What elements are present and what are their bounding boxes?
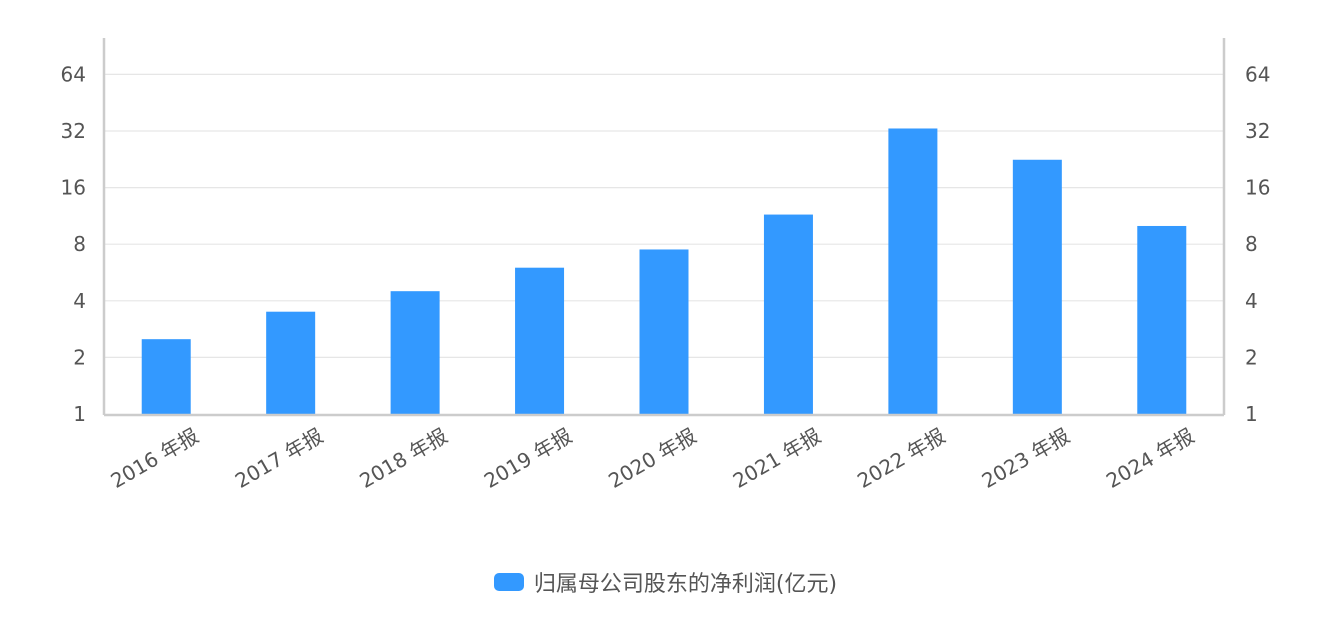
y-tick-label-right: 1 bbox=[1245, 402, 1258, 426]
y-tick-label-right: 2 bbox=[1245, 345, 1258, 369]
bars bbox=[141, 128, 1187, 414]
legend-label: 归属母公司股东的净利润(亿元) bbox=[533, 572, 838, 597]
x-category-label: 2024 年报 bbox=[1102, 424, 1198, 493]
y-tick-label-right: 4 bbox=[1245, 289, 1258, 313]
y-tick-label-left: 2 bbox=[73, 345, 86, 369]
x-category-label: 2016 年报 bbox=[106, 424, 202, 493]
axes bbox=[102, 38, 1226, 417]
x-axis-category-labels: 2016 年报 2017 年报 2018 年报 2019 年报 2020 年报 2021 … bbox=[106, 424, 1198, 493]
x-category-label: 2020 年报 bbox=[604, 424, 700, 493]
y-tick-label-left: 16 bbox=[61, 176, 86, 200]
y-tick-label-left: 64 bbox=[61, 62, 86, 86]
bar bbox=[266, 311, 316, 414]
bar bbox=[390, 291, 440, 414]
x-category-label: 2021 年报 bbox=[729, 424, 825, 493]
bar bbox=[515, 267, 565, 414]
y-tick-label-left: 8 bbox=[73, 232, 86, 256]
y-tick-label-left: 4 bbox=[73, 289, 86, 313]
legend[interactable]: 归属母公司股东的净利润(亿元) bbox=[0, 566, 1331, 598]
bar bbox=[1012, 159, 1062, 414]
bar bbox=[763, 214, 813, 414]
y-tick-label-right: 8 bbox=[1245, 232, 1258, 256]
y-tick-label-right: 32 bbox=[1245, 119, 1270, 143]
y-tick-label-right: 64 bbox=[1245, 62, 1270, 86]
y-tick-label-left: 32 bbox=[61, 119, 86, 143]
y-tick-label-right: 16 bbox=[1245, 176, 1270, 200]
bar bbox=[888, 128, 938, 414]
bar bbox=[141, 339, 191, 414]
bar bbox=[1137, 225, 1187, 414]
x-category-label: 2022 年报 bbox=[853, 424, 949, 493]
right-y-axis-ticks: 1 2 4 8 16 32 64 bbox=[1245, 62, 1270, 426]
y-tick-label-left: 1 bbox=[73, 402, 86, 426]
left-y-axis-ticks: 1 2 4 8 16 32 64 bbox=[61, 62, 86, 426]
x-category-label: 2023 年报 bbox=[978, 424, 1074, 493]
x-category-label: 2019 年报 bbox=[480, 424, 576, 493]
bar bbox=[639, 249, 689, 414]
x-category-label: 2017 年报 bbox=[231, 424, 327, 493]
x-category-label: 2018 年报 bbox=[355, 424, 451, 493]
legend-swatch bbox=[493, 573, 524, 591]
